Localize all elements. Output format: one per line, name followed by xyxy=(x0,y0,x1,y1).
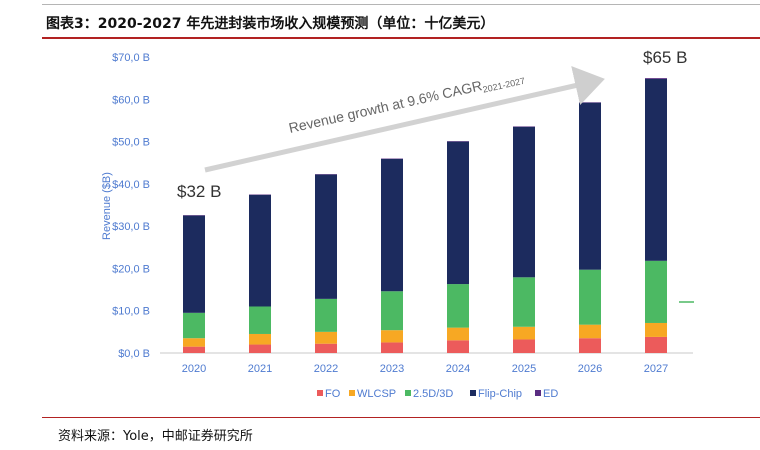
bar-segment-wlcsp xyxy=(447,327,469,341)
legend-swatch xyxy=(535,390,541,396)
start-value-callout: $32 B xyxy=(177,182,221,201)
bar-segment-wlcsp xyxy=(183,338,205,347)
x-tick-label: 2025 xyxy=(512,363,536,375)
bar-segment-2-5d-3d xyxy=(183,312,205,339)
bar-segment-fo xyxy=(183,346,205,353)
source-note: 资料来源：Yole，中邮证券研究所 xyxy=(58,429,253,444)
x-tick-label: 2020 xyxy=(182,363,206,375)
end-value-callout: $65 B xyxy=(643,48,687,67)
legend-label: FO xyxy=(325,388,341,400)
y-tick-label: $70,0 B xyxy=(112,52,150,64)
y-axis-label: Revenue ($B) xyxy=(101,172,113,240)
x-tick-label: 2024 xyxy=(446,363,470,375)
x-tick-label: 2027 xyxy=(644,363,668,375)
bar-segment-fo xyxy=(579,338,601,353)
y-tick-label: $40,0 B xyxy=(112,179,150,191)
bar-segment-flip-chip xyxy=(513,126,535,278)
bar-segment-fo xyxy=(249,344,271,353)
legend-swatch xyxy=(349,390,355,396)
bar-segment-flip-chip xyxy=(645,78,667,261)
bar-segment-ed xyxy=(645,78,667,79)
bar-segment-2-5d-3d xyxy=(249,306,271,334)
bar-segment-flip-chip xyxy=(249,194,271,307)
bar-segment-wlcsp xyxy=(381,330,403,343)
y-tick-label: $20,0 B xyxy=(112,263,150,275)
figure-title: 图表3：2020-2027 年先进封装市场收入规模预测（单位：十亿美元） xyxy=(46,16,495,32)
bar-segment-2-5d-3d xyxy=(645,260,667,323)
legend-swatch xyxy=(317,390,323,396)
bar-segment-2-5d-3d xyxy=(381,291,403,331)
bar-segment-flip-chip xyxy=(183,215,205,313)
bar-segment-flip-chip xyxy=(381,158,403,292)
y-axis: $0,0 B $10,0 B $20,0 B $30,0 B $40,0 B $50,0 … xyxy=(112,52,150,360)
x-axis: 2020 2021 2022 2023 2024 2025 2026 2027 xyxy=(182,363,668,375)
bar-segment-wlcsp xyxy=(315,331,337,344)
bar-segment-fo xyxy=(645,336,667,353)
bar-segment-2-5d-3d xyxy=(513,277,535,327)
source-rule xyxy=(42,417,760,418)
bar-segment-2-5d-3d xyxy=(579,269,601,325)
bar-segment-fo xyxy=(381,342,403,353)
bar-segment-wlcsp xyxy=(645,322,667,337)
top-rule xyxy=(42,4,760,5)
growth-arrow xyxy=(204,66,605,173)
legend-label: WLCSP xyxy=(357,388,396,400)
growth-subscript: 2021-2027 xyxy=(482,76,526,95)
legend-swatch xyxy=(470,390,476,396)
y-tick-label: $0,0 B xyxy=(118,348,150,360)
x-tick-label: 2023 xyxy=(380,363,404,375)
legend: FO WLCSP 2.5D/3D Flip-Chip ED xyxy=(317,388,558,400)
bar-segment-2-5d-3d xyxy=(447,284,469,328)
legend-label: 2.5D/3D xyxy=(413,388,453,400)
x-tick-label: 2021 xyxy=(248,363,272,375)
bar-segment-wlcsp xyxy=(579,324,601,339)
legend-label: ED xyxy=(543,388,558,400)
bar-segment-fo xyxy=(447,340,469,353)
bar-segment-2-5d-3d xyxy=(315,298,337,332)
y-tick-label: $50,0 B xyxy=(112,137,150,149)
bar-segment-flip-chip xyxy=(579,102,601,270)
bar-segment-wlcsp xyxy=(249,333,271,345)
bar-segment-fo xyxy=(315,343,337,353)
legend-label: Flip-Chip xyxy=(478,388,522,400)
y-tick-label: $30,0 B xyxy=(112,221,150,233)
x-tick-label: 2022 xyxy=(314,363,338,375)
bar-segment-flip-chip xyxy=(315,174,337,299)
y-tick-label: $10,0 B xyxy=(112,306,150,318)
legend-swatch xyxy=(405,390,411,396)
bar-segment-flip-chip xyxy=(447,141,469,285)
bar-segment-wlcsp xyxy=(513,326,535,340)
bars xyxy=(183,78,667,353)
y-tick-label: $60,0 B xyxy=(112,94,150,106)
bar-segment-fo xyxy=(513,339,535,353)
title-rule xyxy=(42,37,760,39)
x-tick-label: 2026 xyxy=(578,363,602,375)
